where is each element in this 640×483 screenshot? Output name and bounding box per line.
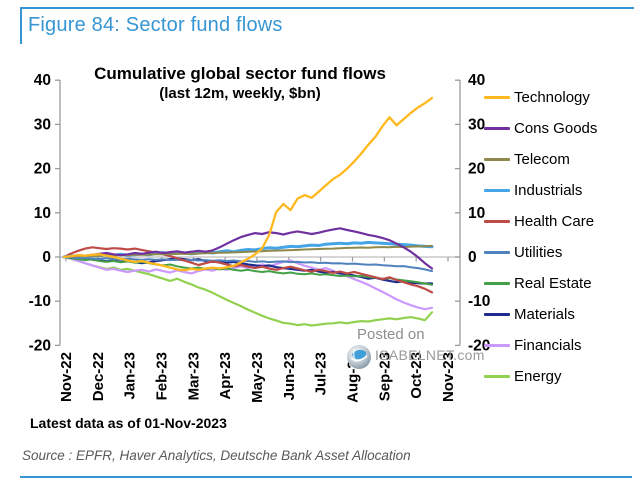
globe-icon (347, 345, 371, 369)
series-cons-goods (62, 227, 434, 270)
legend-label: Health Care (514, 213, 595, 230)
legend-label: Technology (514, 89, 590, 106)
legend-item-utilities: Utilities (484, 237, 597, 268)
y-tick-label-right: -10 (468, 293, 490, 310)
x-tick-label: Apr-23 (217, 352, 234, 400)
x-tick-label: Jan-23 (122, 352, 139, 400)
legend-item-energy: Energy (484, 361, 597, 392)
y-tick-label-right: 10 (468, 205, 485, 222)
legend-swatch (484, 158, 510, 161)
x-tick-label: Sep-23 (376, 352, 393, 401)
watermark-isabelnet: ISABELNET.com (375, 347, 485, 363)
y-tick-label-right: 40 (468, 72, 485, 89)
bottom-rule (20, 476, 632, 478)
x-tick-label: Feb-23 (154, 352, 171, 400)
y-tick-label-right: 30 (468, 116, 485, 133)
x-tick-label: Jun-23 (281, 352, 298, 400)
y-tick-label-left: 30 (34, 116, 51, 133)
x-tick-label: Mar-23 (185, 352, 202, 400)
y-tick-label-right: 20 (468, 161, 485, 178)
chart-title: Cumulative global sector fund flows (94, 64, 386, 83)
legend-item-materials: Materials (484, 299, 597, 330)
y-tick-label-left: 20 (34, 161, 51, 178)
y-tick-label-right: -20 (468, 337, 490, 354)
x-tick-label: Nov-23 (440, 352, 457, 402)
legend-swatch (484, 127, 510, 130)
legend-item-health-care: Health Care (484, 206, 597, 237)
x-tick-label: Oct-23 (408, 352, 425, 399)
legend-label: Real Estate (514, 275, 592, 292)
legend-swatch (484, 220, 510, 223)
legend-swatch (484, 282, 510, 285)
series-health-care (62, 246, 434, 294)
legend-label: Energy (514, 368, 562, 385)
legend-label: Utilities (514, 244, 563, 261)
y-tick-label-left: -20 (29, 337, 51, 354)
legend-label: Telecom (514, 151, 570, 168)
source-line: Source : EPFR, Haver Analytics, Deutsche… (22, 448, 411, 463)
series-technology (62, 96, 434, 272)
x-tick-label: Nov-22 (58, 352, 75, 402)
legend-item-telecom: Telecom (484, 144, 597, 175)
legend-swatch (484, 375, 510, 378)
legend-item-real-estate: Real Estate (484, 268, 597, 299)
legend-swatch (484, 313, 510, 316)
legend-item-technology: Technology (484, 82, 597, 113)
legend-label: Industrials (514, 182, 583, 199)
x-tick-label: May-23 (249, 352, 266, 403)
legend-swatch (484, 344, 510, 347)
y-tick-label-left: 0 (42, 249, 51, 266)
chart-subtitle: (last 12m, weekly, $bn) (159, 85, 321, 102)
figure-title: Figure 84: Sector fund flows (28, 14, 283, 36)
legend-item-industrials: Industrials (484, 175, 597, 206)
legend-label: Cons Goods (514, 120, 598, 137)
top-rule (20, 7, 634, 9)
title-left-bar (20, 7, 22, 44)
y-tick-label-right: 0 (468, 249, 477, 266)
legend-swatch (484, 189, 510, 192)
chart-legend: Technology Cons Goods Telecom Industrials He… (484, 82, 597, 392)
y-tick-label-left: 10 (34, 205, 51, 222)
x-tick-label: Dec-22 (90, 352, 107, 401)
x-tick-label: Jul-23 (313, 352, 330, 395)
legend-swatch (484, 251, 510, 254)
legend-label: Materials (514, 306, 575, 323)
series-financials (62, 255, 434, 311)
legend-item-financials: Financials (484, 330, 597, 361)
legend-swatch (484, 96, 510, 99)
legend-label: Financials (514, 337, 582, 354)
y-tick-label-left: 40 (34, 72, 51, 89)
footnote: Latest data as of 01-Nov-2023 (30, 415, 227, 431)
y-tick-label-left: -10 (29, 293, 51, 310)
series-energy (62, 255, 434, 327)
watermark-posted-on: Posted on (357, 326, 425, 343)
legend-item-cons-goods: Cons Goods (484, 113, 597, 144)
